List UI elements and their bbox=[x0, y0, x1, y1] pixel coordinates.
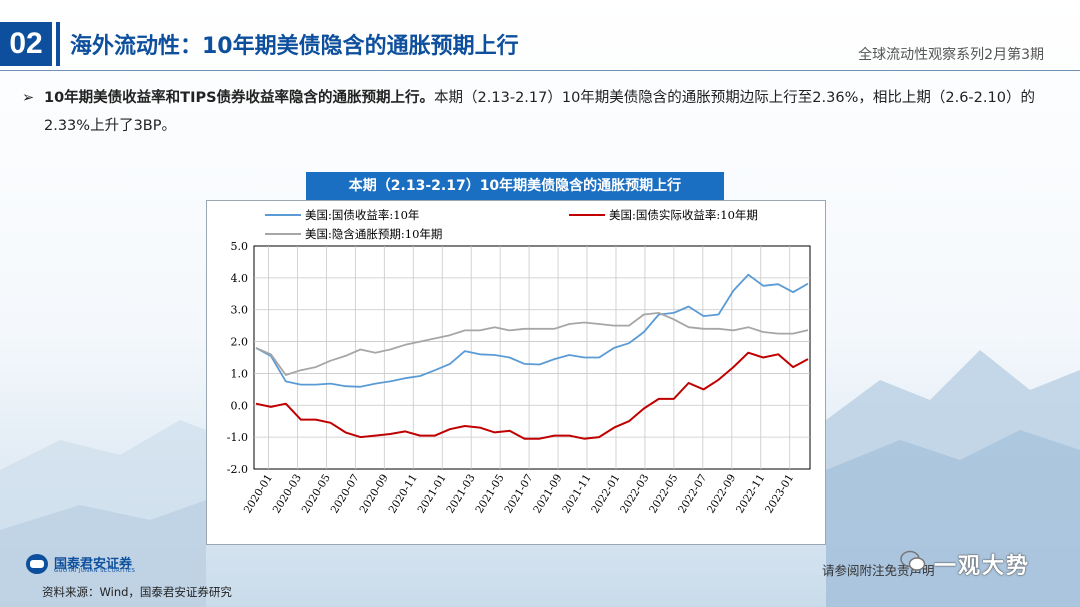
series-line-3 bbox=[255, 312, 809, 376]
company-logo: 国泰君安证券 GUOTAI JUNAN SECURITIES bbox=[26, 552, 196, 576]
plot-area bbox=[253, 245, 811, 470]
summary-bullet: ➢ 10年期美债收益率和TIPS债券收益率隐含的通胀预期上行。本期（2.13-2… bbox=[22, 84, 1062, 140]
logo-name: 国泰君安证券 bbox=[54, 557, 133, 572]
series-line-2 bbox=[255, 351, 809, 440]
disclaimer-note: 请参阅附注免责声明 bbox=[822, 563, 935, 578]
chart-panel: 5.0 4.0 3.0 2.0 1.0 0.0 -1.0 -2.0 2020-01 2020-03… bbox=[206, 200, 826, 545]
legend-label: 美国:国债收益率:10年 bbox=[305, 208, 419, 222]
y-tick-label: 1.0 bbox=[231, 367, 249, 380]
logo-mark-icon bbox=[26, 554, 48, 574]
y-tick-label: 4.0 bbox=[231, 272, 249, 285]
y-tick-label: -2.0 bbox=[227, 463, 248, 476]
chart-title: 本期（2.13-2.17）10年期美债隐含的通胀预期上行 bbox=[306, 172, 724, 200]
summary-body: 本期（2.13-2.17）10年期美债隐含的通胀预期边际上行至2.36%，相比上… bbox=[44, 90, 1035, 134]
bullet-arrow-icon: ➢ bbox=[22, 90, 35, 106]
header-divider bbox=[0, 70, 1080, 71]
source-note: 资料来源：Wind，国泰君安证券研究 bbox=[42, 585, 232, 599]
y-tick-label: 2.0 bbox=[231, 336, 249, 349]
wechat-icon bbox=[900, 550, 926, 574]
y-tick-label: 0.0 bbox=[231, 399, 249, 412]
legend-label: 美国:国债实际收益率:10年期 bbox=[609, 208, 758, 222]
series-line-1 bbox=[255, 273, 809, 388]
y-tick-label: -1.0 bbox=[227, 431, 248, 444]
summary-bold: 10年期美债收益率和TIPS债券收益率隐含的通胀预期上行。 bbox=[44, 90, 435, 106]
y-tick-label: 5.0 bbox=[231, 240, 249, 253]
section-number: 02 bbox=[0, 22, 52, 66]
series-label: 全球流动性观察系列2月第3期 bbox=[858, 47, 1044, 63]
x-tick-label: 2023-01 bbox=[763, 472, 796, 515]
y-tick-label: 3.0 bbox=[231, 304, 249, 317]
page-title: 海外流动性：10年期美债隐含的通胀预期上行 bbox=[70, 34, 519, 59]
logo-name-en: GUOTAI JUNAN SECURITIES bbox=[54, 568, 136, 574]
wechat-watermark: 一观大势 bbox=[900, 546, 1070, 580]
line-chart: 5.04.03.02.01.00.0-1.0-2.02020-012020-03… bbox=[227, 208, 811, 516]
watermark-text: 一观大势 bbox=[934, 554, 1031, 579]
summary-text: 10年期美债收益率和TIPS债券收益率隐含的通胀预期上行。本期（2.13-2.1… bbox=[22, 84, 1062, 140]
header-accent-bar bbox=[56, 22, 60, 66]
legend-label: 美国:隐含通胀预期:10年期 bbox=[305, 227, 442, 241]
